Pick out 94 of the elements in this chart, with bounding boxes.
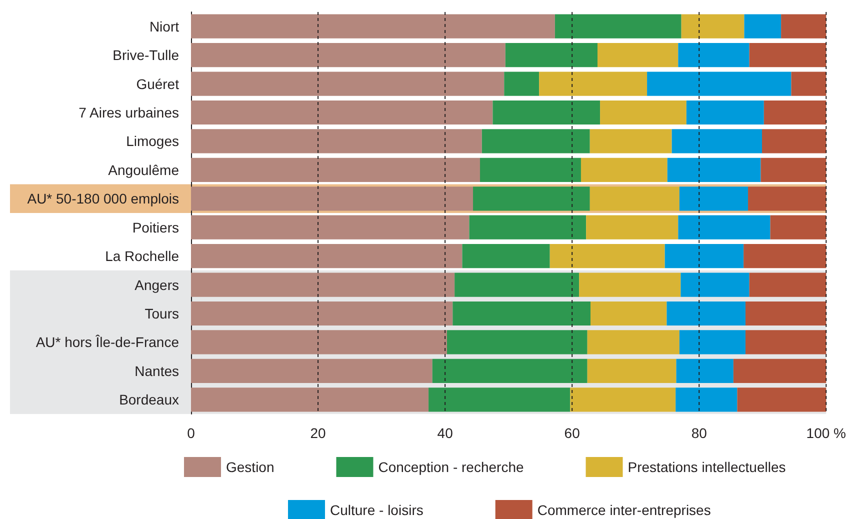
bar <box>666 301 746 326</box>
bar <box>191 330 447 354</box>
bar <box>664 244 744 268</box>
bar <box>600 100 686 125</box>
x-tick-label: 0 <box>187 425 196 441</box>
y-tick-label: AU* hors Île-de-France <box>36 334 180 350</box>
y-tick-label: AU* 50-180 000 emplois <box>27 190 179 207</box>
bar <box>191 301 453 326</box>
y-tick-label: La Rochelle <box>105 248 180 264</box>
bar <box>191 244 462 268</box>
legend-label: Gestion <box>226 459 274 475</box>
bar <box>579 272 681 297</box>
x-tick-label: 20 <box>310 425 326 441</box>
y-tick-label: Guéret <box>136 76 180 92</box>
y-tick-label: Niort <box>149 18 180 34</box>
bar <box>570 388 676 412</box>
bar <box>597 43 678 68</box>
bar <box>504 72 540 96</box>
bar <box>587 330 680 354</box>
bar <box>791 72 826 96</box>
x-tick-label: 80 <box>691 425 708 441</box>
bar <box>762 129 826 154</box>
bar <box>505 43 598 68</box>
x-tick-label: 60 <box>564 425 580 441</box>
bar <box>678 43 750 68</box>
y-tick-label: Nantes <box>134 362 179 379</box>
bar <box>462 244 550 268</box>
bar <box>676 358 734 383</box>
bar <box>647 72 792 96</box>
y-tick-label: Angers <box>134 276 179 293</box>
y-tick-label: Bordeaux <box>119 392 179 408</box>
bar <box>680 272 750 297</box>
bar <box>191 43 506 68</box>
bar <box>587 358 676 383</box>
bar <box>748 186 826 211</box>
bar <box>469 215 586 240</box>
y-tick-label: Brive-Tulle <box>112 47 180 64</box>
bar <box>482 129 590 154</box>
bar <box>446 330 588 354</box>
x-tick-label: 40 <box>437 425 454 441</box>
bar <box>580 158 668 182</box>
bar <box>749 272 826 297</box>
bar <box>539 72 648 96</box>
bar <box>550 244 665 268</box>
bar <box>679 330 746 354</box>
bar <box>191 215 470 240</box>
bar <box>667 158 761 182</box>
bar <box>744 14 782 38</box>
bar <box>733 358 826 383</box>
legend-label: Commerce inter-entreprises <box>537 502 711 518</box>
bar <box>454 272 580 297</box>
bar <box>191 158 480 182</box>
y-tick-label: Poitiers <box>132 219 179 236</box>
bar <box>781 14 826 38</box>
bar <box>672 129 762 154</box>
bar <box>745 330 826 354</box>
bar <box>676 388 738 412</box>
bar <box>191 388 429 412</box>
bar <box>679 186 748 211</box>
bar <box>492 100 600 125</box>
bar <box>760 158 826 182</box>
bar <box>452 301 591 326</box>
legend-label: Culture - loisirs <box>330 502 424 518</box>
bar <box>590 301 667 326</box>
bar <box>590 129 672 154</box>
bar <box>745 301 826 326</box>
bar <box>586 215 678 240</box>
bar <box>749 43 826 68</box>
bar <box>480 158 581 182</box>
x-tick-label: 100 % <box>806 425 846 441</box>
bar <box>428 388 570 412</box>
bar <box>473 186 590 211</box>
bar <box>191 100 493 125</box>
y-tick-label: 7 Aires urbaines <box>78 104 179 120</box>
y-tick-label: Tours <box>144 306 179 322</box>
bar <box>191 272 455 297</box>
bar <box>678 215 770 240</box>
y-tick-label: Limoges <box>126 133 179 150</box>
y-tick-label: Angoulême <box>108 162 180 178</box>
bar <box>686 100 764 125</box>
bar <box>191 14 555 38</box>
bar <box>764 100 826 125</box>
bar <box>554 14 682 38</box>
bar <box>191 358 432 383</box>
bar <box>191 72 504 96</box>
bar <box>681 14 744 38</box>
legend-label: Prestations intellectuelles <box>628 459 786 475</box>
bar <box>432 358 588 383</box>
bar <box>590 186 680 211</box>
bar <box>191 129 482 154</box>
bar <box>737 388 826 412</box>
legend-label: Conception - recherche <box>378 459 524 475</box>
bar <box>770 215 826 240</box>
bar <box>744 244 826 268</box>
